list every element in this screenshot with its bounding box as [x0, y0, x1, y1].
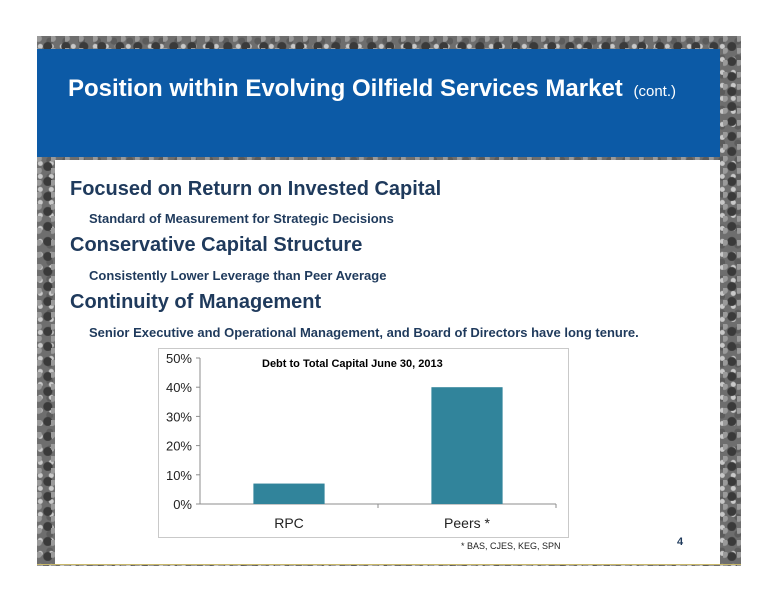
bar-rpc	[253, 483, 325, 504]
debt-chart: Debt to Total Capital June 30, 2013 0% 10…	[158, 348, 569, 538]
y-tick-label: 50%	[166, 351, 192, 366]
slide-title-suffix: (cont.)	[633, 83, 676, 100]
y-tick-label: 20%	[166, 439, 192, 454]
chart-title: Debt to Total Capital June 30, 2013	[262, 358, 443, 370]
bullet-heading-roic: Focused on Return on Invested Capital	[70, 178, 442, 200]
bullet-heading-management: Continuity of Management	[70, 291, 322, 313]
x-tick-label: RPC	[274, 515, 304, 531]
chart-bars	[253, 387, 503, 504]
x-tick-label: Peers *	[444, 515, 490, 531]
chart-svg: Debt to Total Capital June 30, 2013 0% 10…	[166, 351, 557, 531]
bullet-sub-roic: Standard of Measurement for Strategic De…	[89, 211, 394, 226]
bar-peers	[431, 387, 503, 504]
bullet-sub-management: Senior Executive and Operational Managem…	[89, 325, 639, 340]
slide-title-text: Position within Evolving Oilfield Servic…	[68, 75, 623, 102]
y-tick-label: 0%	[173, 497, 192, 512]
bottom-divider	[37, 564, 741, 565]
bullet-heading-capital-structure: Conservative Capital Structure	[70, 234, 363, 256]
page-number: 4	[677, 536, 684, 548]
y-tick-label: 30%	[166, 409, 192, 424]
title-bar	[37, 49, 720, 157]
y-tick-label: 10%	[166, 468, 192, 483]
bullet-sub-capital-structure: Consistently Lower Leverage than Peer Av…	[89, 268, 387, 283]
y-tick-label: 40%	[166, 380, 192, 395]
footnote: * BAS, CJES, KEG, SPN	[461, 541, 561, 551]
slide-title: Position within Evolving Oilfield Servic…	[68, 75, 676, 103]
